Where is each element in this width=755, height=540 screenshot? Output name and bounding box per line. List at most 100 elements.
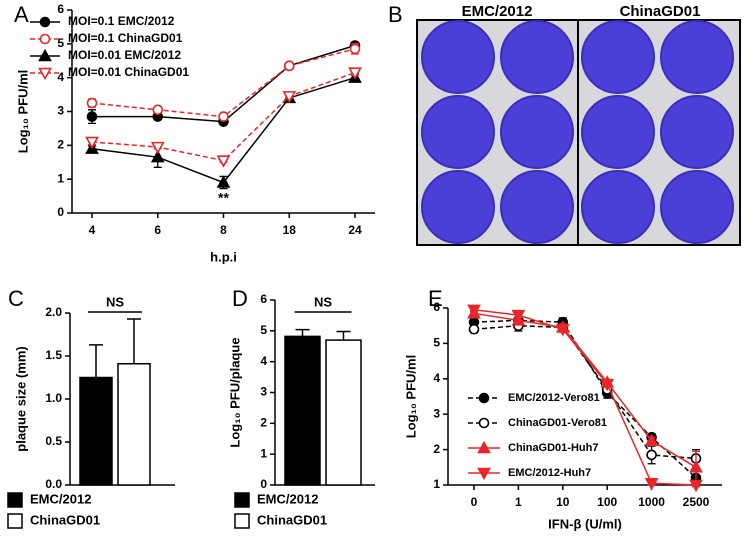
point xyxy=(216,175,231,188)
photo-label: EMC/2012 xyxy=(462,3,533,20)
y-tick-label: 0.5 xyxy=(45,434,62,448)
point xyxy=(216,155,231,168)
x-tick-label: 100 xyxy=(597,495,617,509)
well xyxy=(421,20,495,94)
x-tick-label: 24 xyxy=(348,223,362,237)
legend-marker xyxy=(39,16,51,28)
y-tick-label: 3 xyxy=(433,406,440,420)
well xyxy=(500,95,574,169)
series-line xyxy=(473,312,697,468)
x-tick-label: 6 xyxy=(154,223,161,237)
point xyxy=(86,111,98,122)
legend-swatch xyxy=(7,492,23,508)
point xyxy=(511,309,526,323)
bar xyxy=(79,376,113,486)
well xyxy=(500,20,574,94)
point xyxy=(644,433,659,446)
legend-label: MOI=0.01 ChinaGD01 xyxy=(68,65,189,79)
point xyxy=(282,91,297,104)
y-axis-label: Log₁₀ PFU/plaque xyxy=(227,337,242,447)
legend-label: ChinaGD01-Huh7 xyxy=(508,442,598,454)
y-tick-label: 1 xyxy=(260,446,267,460)
panel-letter: E xyxy=(428,286,443,311)
y-axis-label: plaque size (mm) xyxy=(13,346,28,451)
y-tick-label: 1 xyxy=(57,171,64,185)
y-tick-label: 6 xyxy=(57,2,64,16)
legend-label: MOI=0.1 ChinaGD01 xyxy=(68,31,183,45)
well xyxy=(421,95,495,169)
point xyxy=(349,43,361,55)
point xyxy=(644,478,659,491)
point xyxy=(689,479,703,493)
legend-label: MOI=0.1 EMC/2012 xyxy=(68,14,175,28)
y-tick-label: 1.0 xyxy=(45,391,62,405)
y-tick-label: 3 xyxy=(260,385,267,399)
x-tick-label: 1 xyxy=(515,495,522,509)
y-tick-label: 4 xyxy=(57,70,64,84)
point xyxy=(283,60,295,72)
x-axis-label: IFN-β (U/ml) xyxy=(548,516,622,531)
y-tick-label: 2 xyxy=(433,442,440,456)
panel-letter: A xyxy=(14,2,29,27)
y-axis-label: Log₁₀ PFU/ml xyxy=(403,355,418,438)
y-tick-label: 0 xyxy=(57,205,64,219)
well xyxy=(581,170,655,244)
well xyxy=(660,170,734,244)
y-tick-label: 0.0 xyxy=(45,477,62,491)
well xyxy=(581,95,655,169)
annotation: ** xyxy=(218,190,229,206)
y-tick-label: 4 xyxy=(433,371,440,385)
series-line xyxy=(473,324,697,460)
point xyxy=(86,97,98,109)
well xyxy=(581,20,655,94)
point xyxy=(600,378,615,392)
point xyxy=(348,67,362,80)
y-tick-label: 6 xyxy=(433,300,440,314)
point xyxy=(85,136,99,150)
photo-label: ChinaGD01 xyxy=(620,3,701,20)
y-tick-label: 1.5 xyxy=(45,348,62,362)
legend-marker xyxy=(38,67,52,81)
y-tick-label: 6 xyxy=(260,292,267,306)
legend-marker xyxy=(477,467,491,481)
annotation: NS xyxy=(314,294,332,309)
panel-letter: B xyxy=(388,2,403,27)
y-tick-label: 5 xyxy=(433,336,440,350)
legend-swatch xyxy=(234,513,250,529)
well xyxy=(500,170,574,244)
point xyxy=(218,111,229,122)
y-tick-label: 1 xyxy=(433,477,440,491)
legend-label: MOI=0.01 EMC/2012 xyxy=(68,48,181,62)
point xyxy=(689,460,703,473)
legend-label: EMC/2012 xyxy=(257,491,318,506)
y-tick-label: 3 xyxy=(57,104,64,118)
well xyxy=(660,95,734,169)
point xyxy=(150,150,165,163)
legend-label: EMC/2012 xyxy=(30,491,91,506)
x-tick-label: 1000 xyxy=(638,495,665,509)
point xyxy=(646,449,657,461)
point xyxy=(152,104,164,116)
panel-letter: C xyxy=(8,286,24,311)
y-tick-label: 2.0 xyxy=(45,305,62,319)
point xyxy=(555,324,570,337)
bar xyxy=(325,339,362,486)
legend-marker xyxy=(38,48,52,62)
x-tick-label: 2500 xyxy=(683,495,710,509)
legend-marker xyxy=(39,33,51,45)
x-axis-label: h.p.i xyxy=(210,249,237,264)
legend-label: ChinaGD01 xyxy=(30,512,100,527)
error-bar xyxy=(336,330,351,341)
well xyxy=(421,170,495,244)
bar xyxy=(284,335,321,486)
y-tick-label: 5 xyxy=(57,36,64,50)
y-tick-label: 2 xyxy=(57,138,64,152)
series-line xyxy=(473,309,697,486)
error-bar xyxy=(295,328,310,337)
legend-label: EMC/2012-Huh7 xyxy=(508,467,591,479)
x-tick-label: 0 xyxy=(471,495,478,509)
y-tick-label: 2 xyxy=(260,416,267,430)
point xyxy=(467,304,481,317)
legend-swatch xyxy=(234,492,250,508)
